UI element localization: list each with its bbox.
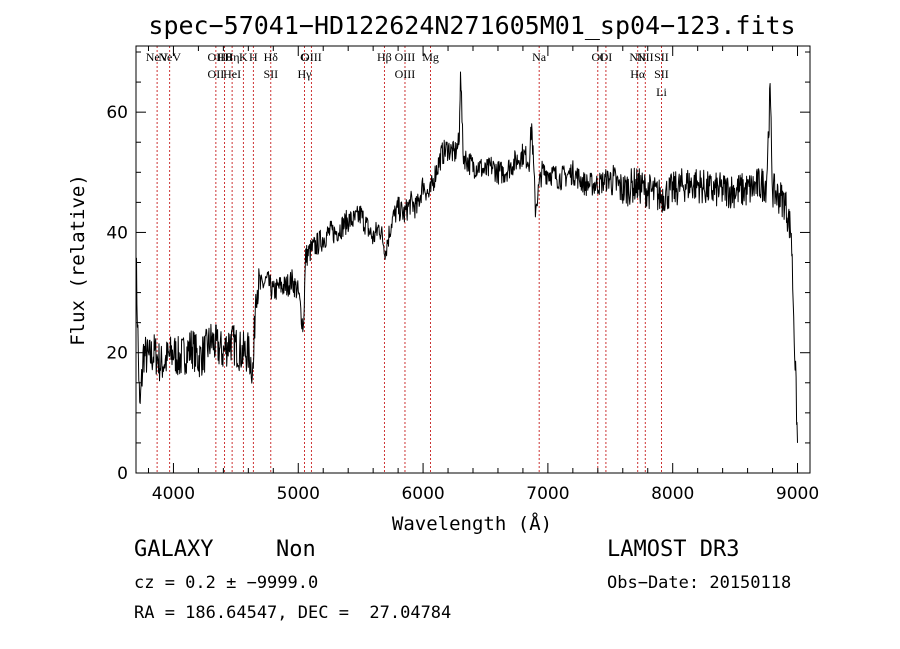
line-label: NeV xyxy=(158,50,181,64)
line-label: SII xyxy=(654,50,669,64)
line-label: OII xyxy=(208,67,225,81)
line-label: OII xyxy=(208,50,225,64)
line-label: SII xyxy=(654,67,669,81)
line-label: Na xyxy=(532,50,547,64)
y-tick-label: 0 xyxy=(117,464,128,484)
line-label: H xyxy=(249,50,258,64)
y-tick-label: 20 xyxy=(106,344,128,364)
y-tick-label: 60 xyxy=(106,103,128,123)
observation-date: Obs−Date: 20150118 xyxy=(607,573,792,593)
y-axis-ticks: 0 20 40 60 xyxy=(106,51,810,484)
line-label: HeI xyxy=(223,67,241,81)
x-tick-label: 4000 xyxy=(152,484,195,504)
spectrum-line xyxy=(135,71,798,443)
emission-line-markers xyxy=(156,46,662,473)
line-label: K xyxy=(239,50,248,64)
survey-name: LAMOST DR3 xyxy=(607,537,740,562)
line-label: NII xyxy=(629,50,646,64)
x-tick-label: 8000 xyxy=(651,484,694,504)
line-label: Hη xyxy=(225,50,240,64)
line-label: OIII xyxy=(395,50,416,64)
y-tick-label: 40 xyxy=(106,223,128,243)
x-tick-label: 6000 xyxy=(401,484,444,504)
line-label: SII xyxy=(263,67,278,81)
line-label: Li xyxy=(656,85,667,99)
redshift-readout: cz = 0.2 ± −9999.0 xyxy=(134,573,319,593)
line-label: Hδ xyxy=(264,50,279,64)
x-tick-label: 9000 xyxy=(776,484,819,504)
line-label: NeV xyxy=(146,50,169,64)
line-label: OIII xyxy=(301,50,322,64)
y-axis-label: Flux (relative) xyxy=(67,174,89,346)
x-tick-label: 5000 xyxy=(277,484,320,504)
chart-title: spec−57041−HD122624N271605M01_sp04−123.f… xyxy=(148,11,795,40)
x-tick-label: 7000 xyxy=(526,484,569,504)
object-subclass: Non xyxy=(276,537,316,562)
line-label: Hγ xyxy=(298,67,313,81)
line-label: NII xyxy=(637,50,654,64)
line-label: G xyxy=(300,50,309,64)
line-label: Hβ xyxy=(377,50,392,64)
coordinates-readout: RA = 186.64547, DEC = 27.04784 xyxy=(134,603,452,623)
line-label: OIII xyxy=(395,67,416,81)
line-label: OI xyxy=(600,50,613,64)
x-axis-ticks: 4000 5000 6000 7000 8000 9000 xyxy=(147,46,819,504)
line-label: Hθ xyxy=(217,50,232,64)
line-label: OI xyxy=(591,50,604,64)
object-class: GALAXY xyxy=(134,537,214,562)
line-label: Hα xyxy=(630,67,646,81)
x-axis-label: Wavelength (Å) xyxy=(392,512,552,535)
line-label: Mg xyxy=(422,50,439,64)
plot-frame xyxy=(135,45,811,474)
